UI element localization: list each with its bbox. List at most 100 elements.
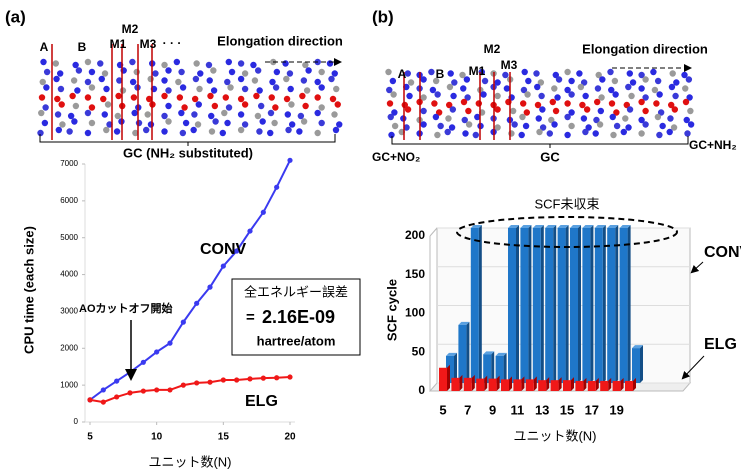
annotation-box (231, 278, 361, 356)
bracket-label: GC (NH₂ substituted) (123, 145, 253, 160)
atom (608, 86, 615, 94)
atom (668, 101, 675, 109)
atom (434, 91, 441, 98)
atom (70, 77, 78, 84)
legend-label: CONV (200, 241, 247, 258)
atom (432, 77, 440, 85)
atom (564, 113, 571, 121)
point (114, 378, 120, 384)
atom (269, 78, 276, 86)
bar-side (578, 225, 581, 383)
bar-side (496, 375, 500, 391)
bar-side (454, 352, 457, 383)
bar (632, 348, 640, 383)
atom (551, 121, 558, 128)
atom (38, 94, 46, 101)
atom (650, 68, 657, 76)
atom (84, 58, 92, 66)
atom (518, 131, 525, 139)
x-tick-label: 5 (439, 402, 446, 417)
atom (74, 87, 81, 94)
atom (552, 71, 559, 79)
atom (659, 122, 666, 130)
atom (450, 92, 457, 100)
atom (52, 60, 60, 67)
atom (462, 130, 469, 137)
atom (447, 70, 454, 77)
atom (548, 116, 555, 124)
atom (193, 60, 200, 67)
atom (653, 100, 660, 107)
atom (241, 85, 249, 93)
atom (326, 60, 334, 67)
x-axis-label: ユニット数(N) (513, 428, 596, 443)
bar (476, 378, 485, 391)
atom (237, 95, 245, 103)
atom (406, 92, 413, 100)
bar-side (528, 225, 532, 383)
segment-label: M2 (484, 42, 501, 56)
y-tick-label: 200 (405, 228, 425, 242)
atom (537, 79, 545, 86)
atom (284, 111, 292, 118)
atom (314, 94, 321, 101)
atom (129, 58, 136, 66)
y-tick-label: 6000 (60, 196, 78, 205)
bar-side (521, 376, 525, 391)
atom (549, 98, 556, 106)
atom (98, 75, 105, 83)
atom (69, 92, 76, 100)
atom (460, 98, 468, 106)
bracket-label: GC+NH₂ (689, 138, 737, 152)
segment-label: M1 (110, 37, 127, 51)
atom (237, 126, 245, 134)
atom (539, 106, 546, 113)
atom (503, 85, 511, 92)
legend-arrow (681, 355, 705, 380)
annotation: SCF未収束 (534, 196, 599, 211)
bar-side (633, 377, 636, 391)
bar (470, 228, 479, 383)
atom (420, 107, 427, 115)
atom (642, 94, 649, 101)
atom (596, 121, 604, 128)
point (247, 228, 253, 234)
atom (336, 121, 343, 128)
bar (513, 379, 522, 391)
atom (420, 76, 427, 83)
atom (613, 109, 620, 116)
point (274, 375, 280, 381)
atom (403, 124, 410, 131)
atom (682, 98, 690, 106)
atom (241, 121, 249, 128)
atom (638, 98, 645, 106)
atom (300, 77, 308, 84)
bar-side (546, 377, 550, 391)
legend-label: CONV (704, 244, 741, 261)
x-tick-label: 15 (560, 402, 574, 417)
atom (388, 131, 395, 139)
atom (666, 128, 673, 136)
atom (564, 131, 571, 139)
atom (334, 101, 341, 108)
panel-label: (a) (5, 7, 26, 26)
atom (564, 68, 571, 76)
bar-side (553, 225, 557, 383)
atom (58, 101, 65, 108)
atom (268, 94, 275, 101)
bar (538, 380, 547, 391)
atom (237, 75, 245, 83)
atom (283, 75, 290, 83)
atom (465, 121, 473, 128)
atom (474, 113, 481, 121)
atom (250, 61, 257, 69)
atom (628, 92, 635, 100)
bar (532, 228, 541, 383)
atom (175, 78, 182, 86)
bar (557, 228, 566, 383)
atom (448, 124, 456, 131)
point (167, 340, 173, 346)
bar-side (608, 377, 612, 391)
atom (165, 87, 172, 94)
atom (56, 70, 64, 77)
